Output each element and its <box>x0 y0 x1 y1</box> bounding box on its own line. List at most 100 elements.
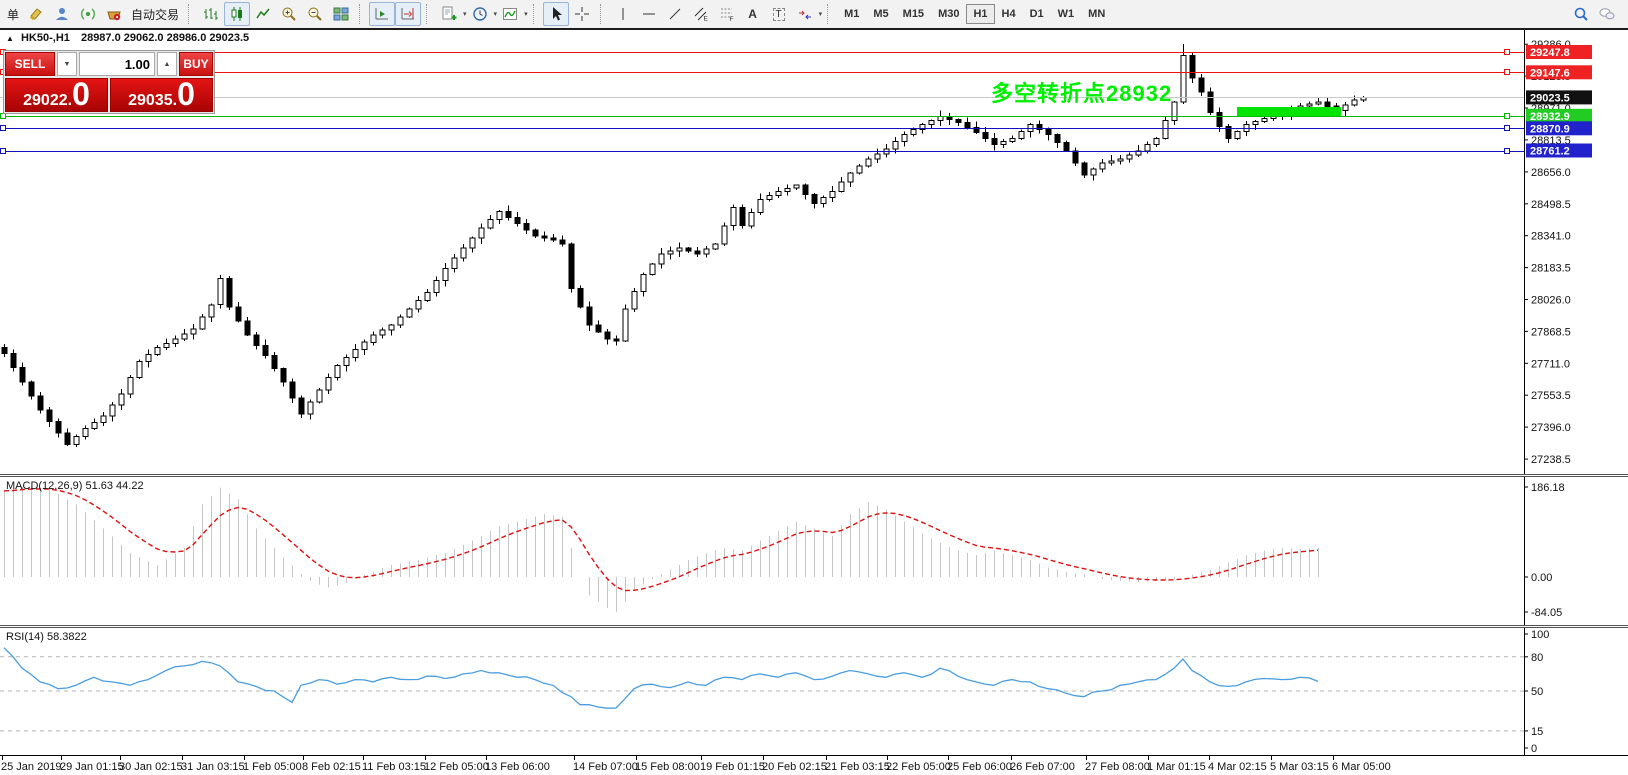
signal-icon[interactable] <box>75 2 101 26</box>
svg-text:50: 50 <box>1531 686 1543 698</box>
rsi-panel-canvas[interactable]: 100 80 50 15 0 <box>0 628 1628 755</box>
timeframe-button-h1[interactable]: H1 <box>966 4 995 24</box>
tile-windows-icon[interactable] <box>328 2 354 26</box>
time-label: 15 Feb 08:00 <box>635 761 700 773</box>
time-tick <box>1271 756 1272 760</box>
buy-price-main: 29035 <box>128 92 173 109</box>
expand-arrow-icon[interactable]: ▲ <box>6 34 14 43</box>
sell-price-frac: 0 <box>72 78 90 112</box>
price-axis: 29286.029128.528971.028813.528656.028498… <box>1524 30 1592 474</box>
search-icon[interactable] <box>1568 2 1594 26</box>
zoom-out-icon[interactable] <box>302 2 328 26</box>
svg-text:29023.5: 29023.5 <box>1530 92 1570 104</box>
toolbar-separator <box>827 4 832 24</box>
sell-price-display[interactable]: 29022 . 0 <box>5 78 108 112</box>
horizontal-line-icon[interactable] <box>636 2 662 26</box>
new-order-button[interactable]: 单 <box>7 7 20 22</box>
timeframe-button-w1[interactable]: W1 <box>1057 8 1075 20</box>
time-tick <box>244 756 245 760</box>
rsi-line <box>3 647 1319 709</box>
svg-text:27868.5: 27868.5 <box>1531 326 1571 338</box>
sell-button[interactable]: SELL <box>5 52 55 76</box>
new-chart-icon[interactable] <box>436 2 462 26</box>
time-label: 14 Feb 07:00 <box>573 761 638 773</box>
indicators-icon-dropdown[interactable]: ▾ <box>524 11 528 18</box>
macd-panel-canvas[interactable]: 186.18 0.00 -84.05 <box>0 477 1628 625</box>
chat-icon[interactable] <box>1594 2 1620 26</box>
candlestick-chart-icon[interactable] <box>224 2 251 26</box>
arrows-icon-dropdown[interactable]: ▾ <box>818 11 823 18</box>
channel-icon[interactable]: E <box>688 2 714 26</box>
period-icon[interactable] <box>467 2 493 26</box>
time-label: 19 Feb 01:15 <box>700 761 765 773</box>
new-chart-icon-dropdown[interactable]: ▾ <box>463 11 467 18</box>
chart-shift-icon[interactable] <box>395 2 422 26</box>
text-icon[interactable]: A <box>748 7 757 21</box>
volume-increase-button[interactable]: ▲ <box>157 52 177 76</box>
time-label: 26 Feb 07:00 <box>1010 761 1075 773</box>
timeframe-button-m1[interactable]: M1 <box>844 8 860 20</box>
zoom-in-icon[interactable] <box>276 2 302 26</box>
indicators-icon[interactable] <box>497 2 523 26</box>
vertical-line-icon[interactable] <box>610 2 636 26</box>
toolbar-separator <box>359 4 364 24</box>
symbol-ohlc-line: ▲ HK50-,H1 28987.0 29062.0 28986.0 29023… <box>6 32 249 44</box>
horizontal-line-objects[interactable] <box>0 49 1524 154</box>
svg-text:27553.5: 27553.5 <box>1531 390 1571 402</box>
panel-splitter[interactable] <box>0 474 1628 477</box>
svg-text:28932.9: 28932.9 <box>1530 111 1570 123</box>
toolbar-separator <box>426 4 431 24</box>
timeframe-button-h4[interactable]: H4 <box>1001 8 1016 20</box>
time-label: 4 Mar 02:15 <box>1208 761 1267 773</box>
period-icon-dropdown[interactable]: ▾ <box>493 11 498 18</box>
svg-text:15: 15 <box>1531 726 1543 738</box>
volume-decrease-button[interactable]: ▼ <box>57 52 77 76</box>
trendline-icon[interactable] <box>662 2 688 26</box>
price-chart-canvas[interactable]: 29286.029128.528971.028813.528656.028498… <box>0 30 1628 474</box>
autotrade-icon[interactable] <box>101 2 127 26</box>
timeframe-button-m15[interactable]: M15 <box>902 8 925 20</box>
time-tick <box>636 756 637 760</box>
time-label: 1 Mar 01:15 <box>1147 761 1206 773</box>
auto-scroll-icon[interactable] <box>369 2 396 26</box>
svg-text:28656.0: 28656.0 <box>1531 167 1571 179</box>
buy-button[interactable]: BUY <box>179 52 213 76</box>
time-label: 6 Mar 05:00 <box>1332 761 1391 773</box>
candles-series <box>1 44 1367 447</box>
time-label: 20 Feb 02:15 <box>762 761 827 773</box>
bar-chart-icon[interactable] <box>198 2 224 26</box>
one-click-trading-panel: SELL ▼ ▲ BUY 29022 . 0 29035 . 0 <box>3 50 215 114</box>
time-label: 12 Feb 05:00 <box>424 761 489 773</box>
panel-splitter[interactable] <box>0 625 1628 628</box>
svg-text:27238.5: 27238.5 <box>1531 454 1571 466</box>
time-label: 29 Jan 01:15 <box>60 761 124 773</box>
fibonacci-icon[interactable]: F <box>714 2 740 26</box>
timeframe-button-m5[interactable]: M5 <box>873 8 889 20</box>
svg-text:F: F <box>729 16 733 22</box>
time-label: 30 Jan 02:15 <box>119 761 183 773</box>
highlight-bar[interactable] <box>1237 107 1341 116</box>
svg-text:28341.0: 28341.0 <box>1531 231 1571 243</box>
volume-input[interactable] <box>79 52 155 76</box>
line-chart-icon[interactable] <box>250 2 276 26</box>
timeframe-button-m30[interactable]: M30 <box>938 8 960 20</box>
cursor-icon[interactable] <box>542 2 569 26</box>
time-tick <box>1086 756 1087 760</box>
time-axis[interactable]: 25 Jan 2019 29 Jan 01:15 30 Jan 02:15 31 Ja… <box>0 755 1628 775</box>
chart-annotation-text[interactable]: 多空转折点28932 <box>991 81 1173 106</box>
toolbar: 单 自动交易 ▾ ▾ ▾ E F A T ▾ M1 M5 M15 M30 H1 H4 D1 W1 MN <box>0 0 1628 28</box>
text-label-icon[interactable]: T <box>766 2 792 26</box>
arrows-icon[interactable] <box>792 2 818 26</box>
timeframe-button-mn[interactable]: MN <box>1088 8 1106 20</box>
svg-text:27396.0: 27396.0 <box>1531 422 1571 434</box>
crosshair-icon[interactable] <box>569 2 595 26</box>
marker-icon[interactable] <box>23 2 49 26</box>
time-tick <box>303 756 304 760</box>
svg-text:100: 100 <box>1531 629 1549 641</box>
buy-price-display[interactable]: 29035 . 0 <box>110 78 213 112</box>
timeframe-button-d1[interactable]: D1 <box>1029 8 1044 20</box>
rsi-label: RSI(14) 58.3822 <box>6 631 87 643</box>
user-icon[interactable] <box>49 2 75 26</box>
autotrade-label[interactable]: 自动交易 <box>131 7 180 22</box>
